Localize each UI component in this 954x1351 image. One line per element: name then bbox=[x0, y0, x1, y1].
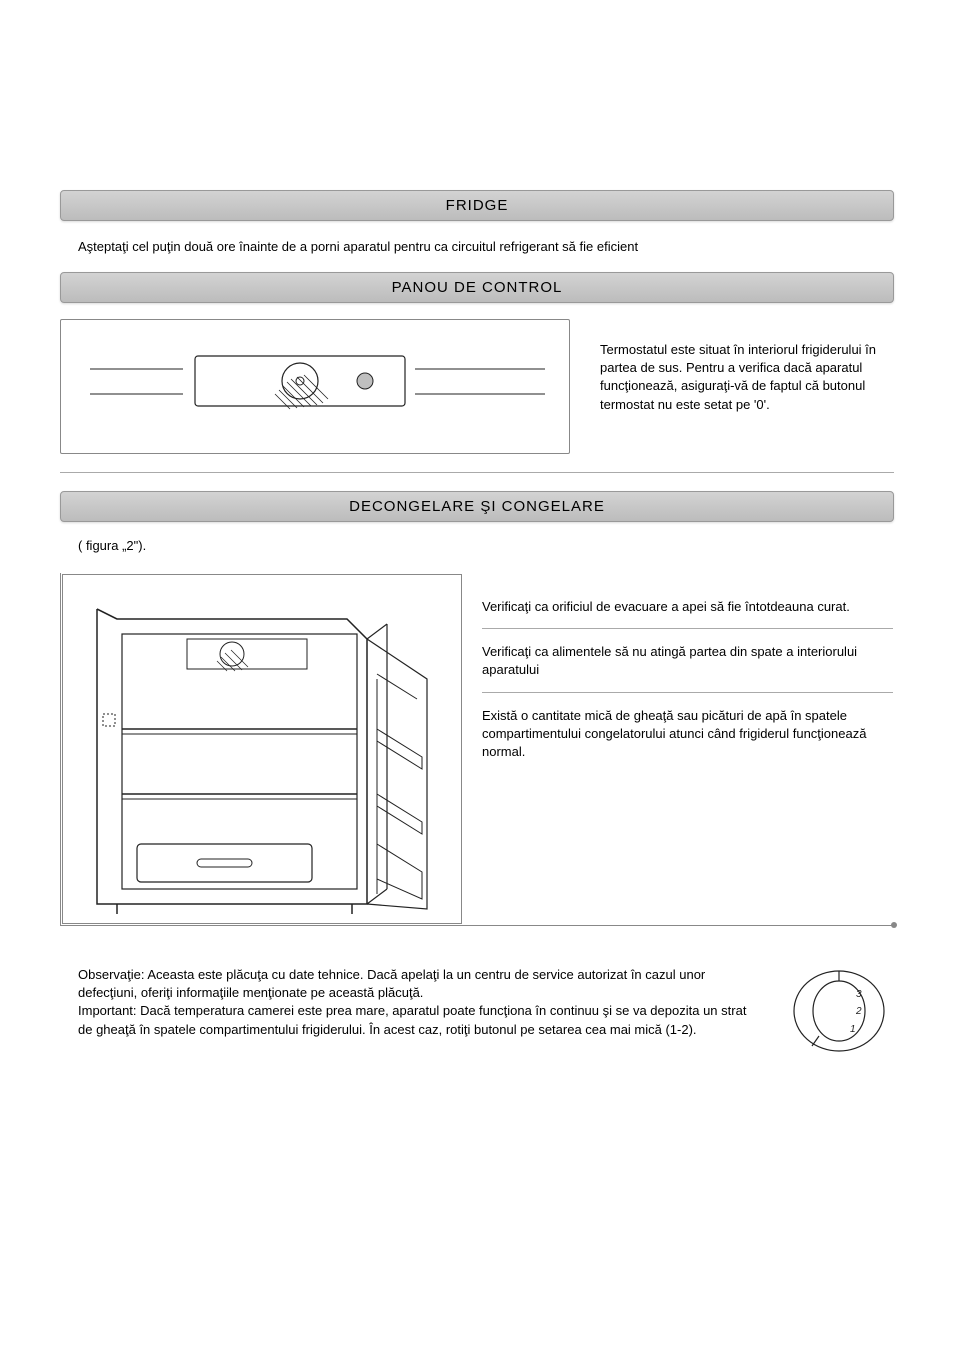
intro-paragraph: Aşteptaţi cel puţin două ore înainte de … bbox=[78, 239, 894, 254]
section-header-fridge: FRIDGE bbox=[60, 190, 894, 221]
note-row: Observaţie: Aceasta este plăcuţa cu date… bbox=[60, 966, 894, 1056]
section-header-defrost: DECONGELARE ŞI CONGELARE bbox=[60, 491, 894, 522]
fridge-interior-diagram bbox=[62, 574, 462, 924]
panel-row: Termostatul este situat în interiorul fr… bbox=[60, 319, 894, 454]
control-panel-diagram bbox=[60, 319, 570, 454]
defrost-content-block: Verificaţi ca orificiul de evacuare a ap… bbox=[60, 573, 894, 926]
dial-label-1: 1 bbox=[850, 1024, 856, 1035]
note-line-1: Observaţie: Aceasta este plăcuţa cu date… bbox=[78, 967, 705, 1000]
tips-column: Verificaţi ca orificiul de evacuare a ap… bbox=[482, 574, 893, 773]
note-line-2: Important: Dacă temperatura camerei este… bbox=[78, 1003, 746, 1036]
figure-label: ( figura „2"). bbox=[78, 538, 894, 553]
thermostat-dial-diagram: 3 2 1 bbox=[784, 966, 894, 1056]
divider-line bbox=[60, 472, 894, 473]
tip-drain: Verificaţi ca orificiul de evacuare a ap… bbox=[482, 598, 893, 616]
section-header-panel: PANOU DE CONTROL bbox=[60, 272, 894, 303]
tip-food: Verificaţi ca alimentele să nu atingă pa… bbox=[482, 643, 893, 679]
dial-label-3: 3 bbox=[856, 989, 862, 1000]
tip-divider bbox=[482, 628, 893, 629]
tip-divider bbox=[482, 692, 893, 693]
note-text: Observaţie: Aceasta este plăcuţa cu date… bbox=[78, 966, 764, 1039]
tip-ice: Există o cantitate mică de gheaţă sau pi… bbox=[482, 707, 893, 762]
panel-description: Termostatul este situat în interiorul fr… bbox=[600, 319, 894, 414]
dial-label-2: 2 bbox=[855, 1006, 862, 1017]
